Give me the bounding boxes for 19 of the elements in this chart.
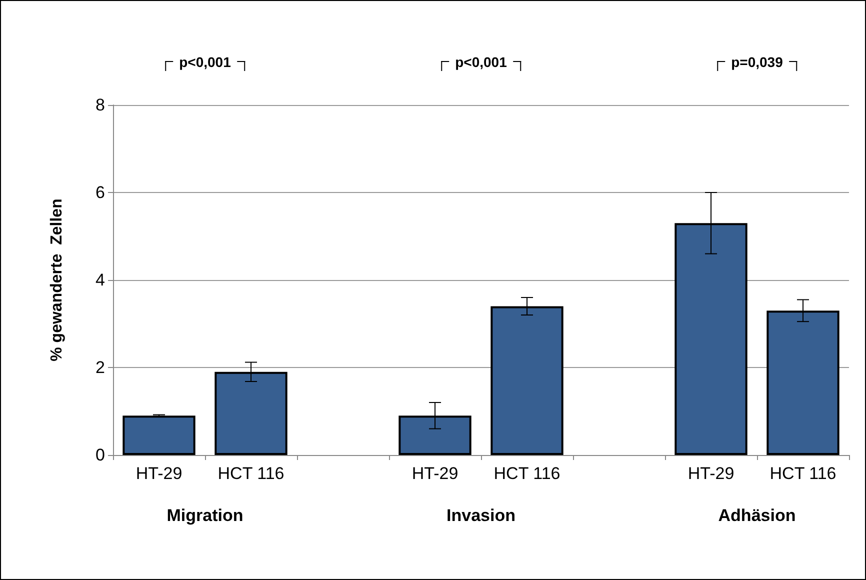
y-tick-label: 6 bbox=[96, 183, 105, 202]
bar bbox=[122, 416, 196, 455]
y-tick-label: 2 bbox=[96, 358, 105, 377]
x-tick-label: HT-29 bbox=[412, 464, 458, 483]
x-tick-label: HCT 116 bbox=[218, 464, 284, 483]
x-tick-label: HCT 116 bbox=[494, 464, 560, 483]
x-tick-label: HCT 116 bbox=[770, 464, 836, 483]
text: Adhäsion bbox=[718, 506, 796, 526]
text: Migration bbox=[166, 506, 244, 526]
x-tick-label: HT-29 bbox=[136, 464, 182, 483]
text: Invasion bbox=[446, 506, 516, 526]
text: p<0,001 bbox=[455, 54, 507, 70]
y-tick-label: 4 bbox=[96, 270, 105, 290]
y-axis-title: % gewanderte Zellen bbox=[48, 198, 66, 362]
y-tick-label: 0 bbox=[96, 446, 105, 464]
y-tick-label: 8 bbox=[96, 96, 105, 114]
text: p<0,001 bbox=[179, 54, 231, 70]
text: p=0,039 bbox=[731, 54, 783, 70]
x-tick-label: HT-29 bbox=[688, 464, 734, 483]
